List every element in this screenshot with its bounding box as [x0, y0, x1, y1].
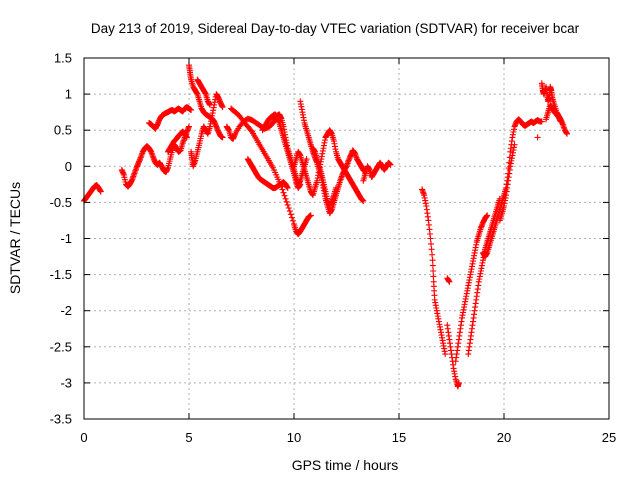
y-tick-label: 1	[65, 87, 72, 102]
data-point	[297, 181, 304, 188]
series-arc-w	[534, 134, 541, 141]
data-point	[333, 184, 339, 191]
y-tick-label: -3	[60, 375, 72, 390]
data-point	[286, 208, 293, 215]
data-point	[285, 204, 292, 211]
data-point	[455, 379, 462, 386]
data-point	[429, 262, 436, 269]
data-point	[186, 123, 192, 130]
data-point	[360, 197, 367, 204]
data-point	[387, 161, 394, 168]
data-points	[81, 62, 570, 390]
series-arc-f	[188, 91, 226, 170]
data-point	[219, 104, 226, 111]
series-arc-s	[452, 212, 491, 365]
series-arc-d	[165, 128, 190, 155]
series-arc-p	[419, 186, 449, 358]
y-tick-label: -1	[60, 231, 72, 246]
data-point	[307, 212, 314, 219]
data-point	[428, 240, 435, 247]
series-arc-g	[194, 76, 213, 108]
series-arc-q	[444, 275, 453, 285]
data-point	[289, 217, 296, 224]
y-tick-label: -2	[60, 303, 72, 318]
series-arc-y	[543, 101, 564, 125]
x-tick-label: 0	[80, 430, 87, 445]
data-point	[429, 251, 436, 258]
y-tick-label: 1.5	[54, 51, 72, 66]
x-axis-title: GPS time / hours	[292, 457, 399, 473]
x-tick-label: 20	[497, 430, 511, 445]
data-point	[284, 201, 291, 208]
data-point	[219, 134, 226, 141]
data-point	[484, 212, 491, 219]
data-point	[282, 195, 289, 202]
x-tick-label: 15	[392, 430, 406, 445]
data-point	[281, 192, 288, 199]
data-point	[427, 235, 434, 242]
y-axis-title: SDTVAR / TECUs	[7, 182, 23, 294]
data-point	[247, 127, 254, 134]
series-arc-u	[480, 116, 545, 260]
x-tick-label: 10	[287, 430, 301, 445]
grid	[84, 58, 609, 419]
data-point	[279, 186, 286, 193]
y-tick-label: 0.5	[54, 123, 72, 138]
x-tick-label: 25	[602, 430, 616, 445]
series-arc-r	[444, 322, 462, 390]
y-tick-label: -3.5	[50, 412, 72, 427]
data-point	[284, 184, 291, 191]
data-point	[280, 189, 287, 196]
data-point	[287, 211, 294, 218]
y-tick-label: 0	[65, 159, 72, 174]
data-point	[97, 188, 104, 195]
data-point	[446, 278, 453, 285]
data-point	[303, 156, 310, 163]
y-tick-label: -2.5	[50, 339, 72, 354]
axes: 0 5 10 15 20 25 -3.5 -3 -2.5 -2 -1.5 -1 -0.5 0 0.5 1 1.5	[50, 51, 617, 446]
data-point	[564, 130, 570, 137]
y-tick-label: -1.5	[50, 267, 72, 282]
data-point	[207, 101, 213, 108]
data-point	[428, 246, 435, 253]
data-point	[511, 141, 518, 148]
series-arc-o	[360, 159, 394, 184]
data-point	[429, 257, 436, 264]
data-point	[557, 118, 564, 125]
x-tick-label: 5	[185, 430, 192, 445]
series-arc-m	[309, 145, 339, 210]
data-point	[430, 273, 437, 280]
series-arc-n	[291, 127, 367, 204]
series-arc-v	[496, 141, 518, 224]
series-arc-j	[244, 156, 291, 191]
data-point	[188, 106, 195, 113]
y-tick-label: -0.5	[50, 195, 72, 210]
data-point	[183, 134, 190, 141]
data-point	[430, 267, 437, 274]
data-point	[442, 351, 449, 358]
data-point	[538, 118, 545, 125]
data-point	[288, 214, 295, 221]
data-point	[283, 198, 290, 205]
series-arc-x	[538, 80, 570, 137]
data-point	[534, 134, 541, 141]
series-arc-c	[146, 104, 195, 132]
chart-title: Day 213 of 2019, Sidereal Day-to-day VTE…	[91, 21, 580, 36]
